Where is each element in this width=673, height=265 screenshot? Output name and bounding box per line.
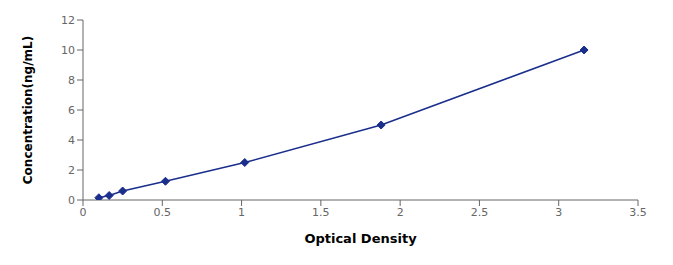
svg-text:4: 4 — [68, 134, 75, 147]
svg-text:8: 8 — [68, 74, 75, 87]
svg-text:6: 6 — [68, 104, 75, 117]
svg-text:0.5: 0.5 — [154, 206, 172, 219]
svg-text:1.5: 1.5 — [312, 206, 330, 219]
svg-text:2.5: 2.5 — [471, 206, 489, 219]
svg-text:12: 12 — [61, 14, 75, 27]
svg-text:1: 1 — [238, 206, 245, 219]
svg-text:2: 2 — [68, 164, 75, 177]
svg-text:3.5: 3.5 — [629, 206, 647, 219]
svg-text:0: 0 — [68, 194, 75, 207]
svg-text:2: 2 — [397, 206, 404, 219]
svg-text:Optical Density: Optical Density — [304, 231, 417, 246]
svg-text:0: 0 — [80, 206, 87, 219]
svg-text:3: 3 — [555, 206, 562, 219]
svg-text:Concentration(ng/mL): Concentration(ng/mL) — [21, 36, 35, 184]
svg-text:10: 10 — [61, 44, 75, 57]
